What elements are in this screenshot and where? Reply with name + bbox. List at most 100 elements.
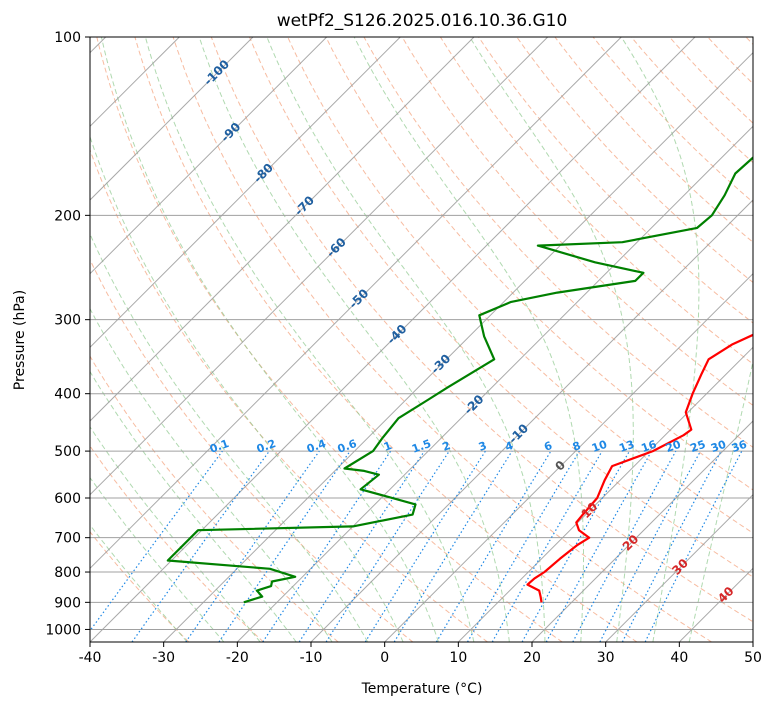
isotherm-line [90, 37, 254, 201]
isotherm-line [90, 37, 696, 642]
mixing-ratio-line [218, 450, 351, 642]
x-tick-label: 30 [597, 650, 615, 666]
x-tick-label: 40 [670, 650, 688, 666]
mixing-ratio-line [545, 450, 653, 642]
isotherm-line [457, 346, 753, 642]
mixing-ratio-line [262, 450, 392, 642]
y-tick-label: 500 [54, 444, 81, 460]
mixing-ratio-line [131, 450, 270, 642]
mixing-ratio-label: 0.2 [255, 437, 278, 456]
isotherm-line [531, 420, 753, 642]
moist-adiabat [90, 476, 225, 642]
mixing-ratio-label: 30 [709, 438, 728, 456]
isotherm-line [163, 51, 753, 642]
y-tick-label: 800 [54, 565, 81, 581]
mixing-ratio-label: 2 [441, 439, 453, 454]
moist-adiabat [620, 37, 700, 642]
mixing-ratio-label: 6 [542, 439, 554, 454]
plot-area [90, 37, 753, 642]
isotherm-line [236, 125, 753, 642]
moist-adiabat [353, 37, 584, 642]
x-tick-label: 0 [380, 650, 389, 666]
moist-adiabat [90, 232, 369, 642]
moist-adiabat [90, 135, 404, 642]
temperature-trace [526, 333, 753, 603]
mixing-ratio-label: 1 [382, 439, 394, 454]
moist-adiabat [688, 359, 753, 642]
y-tick-label: 1000 [45, 622, 81, 638]
mixing-ratio-line [393, 450, 513, 642]
mixing-ratio-label: 13 [617, 438, 636, 455]
x-tick-label: -40 [79, 650, 102, 666]
isotherm-line [90, 37, 401, 349]
x-tick-label: 10 [449, 650, 467, 666]
dry-adiabat [90, 355, 339, 642]
mixing-ratio-label: 8 [571, 439, 583, 454]
x-tick-label: 50 [744, 650, 762, 666]
y-axis: 100 200 300 400 500 600 700 800 900 1000 [45, 30, 90, 638]
dry-adiabat [249, 37, 753, 578]
isotherm-line [90, 37, 622, 570]
moist-adiabat [198, 37, 510, 642]
dry-adiabat [90, 445, 264, 642]
mixing-ratio-label: 0.4 [305, 437, 328, 456]
mixing-ratio-label: 3 [477, 439, 489, 454]
x-tick-label: 20 [523, 650, 541, 666]
x-axis-label: Temperature (°C) [361, 681, 483, 697]
plot-frame [89, 36, 754, 643]
y-tick-label: 300 [54, 313, 81, 329]
mixing-ratio-label: 10 [590, 438, 609, 456]
mixing-ratio-label: 25 [688, 438, 707, 455]
isotherm-line [384, 272, 753, 642]
moist-adiabat [90, 307, 333, 642]
moist-adiabat [266, 37, 546, 642]
dry-adiabat [401, 37, 753, 406]
dry-adiabat [90, 148, 488, 642]
mixing-ratio-line [521, 450, 631, 642]
mixing-ratio-line [90, 450, 223, 632]
mixing-ratio-line [644, 450, 743, 642]
moist-adiabat [100, 37, 439, 642]
isotherm-line [90, 37, 549, 496]
moist-adiabat [90, 426, 261, 642]
y-tick-label: 100 [54, 30, 81, 46]
mixing-ratio-line [185, 450, 320, 642]
mixing-ratio-line [572, 450, 677, 642]
mixing-ratio-line [298, 450, 425, 642]
dry-adiabat [134, 37, 638, 642]
mixing-ratio-line [325, 450, 450, 642]
y-tick-label: 600 [54, 491, 81, 507]
dry-adiabat [439, 37, 753, 365]
x-axis: -40 -30 -20 -10 0 10 20 30 40 50 [79, 642, 762, 666]
dry-adiabat [172, 37, 712, 642]
dewpoint-trace [166, 156, 753, 604]
mixing-ratio-label: 4 [503, 439, 515, 454]
x-tick-label: -30 [152, 650, 175, 666]
chart-title: wetPf2_S126.2025.016.10.36.G10 [277, 11, 568, 31]
x-tick-label: -20 [226, 650, 249, 666]
isotherm-line [90, 37, 475, 422]
dry-adiabat [210, 37, 753, 623]
mixing-ratio-label: 16 [639, 438, 658, 456]
dry-adiabat [325, 37, 753, 491]
mixing-ratio-label: 1.5 [410, 437, 433, 456]
mixing-ratio-label: 0.1 [208, 437, 231, 456]
y-tick-label: 900 [54, 595, 81, 611]
x-tick-label: -10 [300, 650, 323, 666]
mixing-ratio-label: 0.6 [336, 437, 359, 456]
dry-adiabat [90, 531, 190, 642]
y-tick-label: 200 [54, 208, 81, 224]
moist-adiabat [144, 37, 475, 642]
dry-adiabat [96, 37, 563, 642]
isotherm-line [605, 493, 753, 642]
y-tick-label: 700 [54, 531, 81, 547]
isotherm-line [90, 37, 328, 275]
y-axis-label: Pressure (hPa) [12, 290, 28, 390]
mixing-ratio-label: 36 [730, 438, 749, 456]
y-tick-label: 400 [54, 387, 81, 403]
mixing-ratio-label: 20 [664, 438, 683, 456]
isotherm-line [310, 199, 753, 642]
dry-adiabat [516, 37, 753, 284]
